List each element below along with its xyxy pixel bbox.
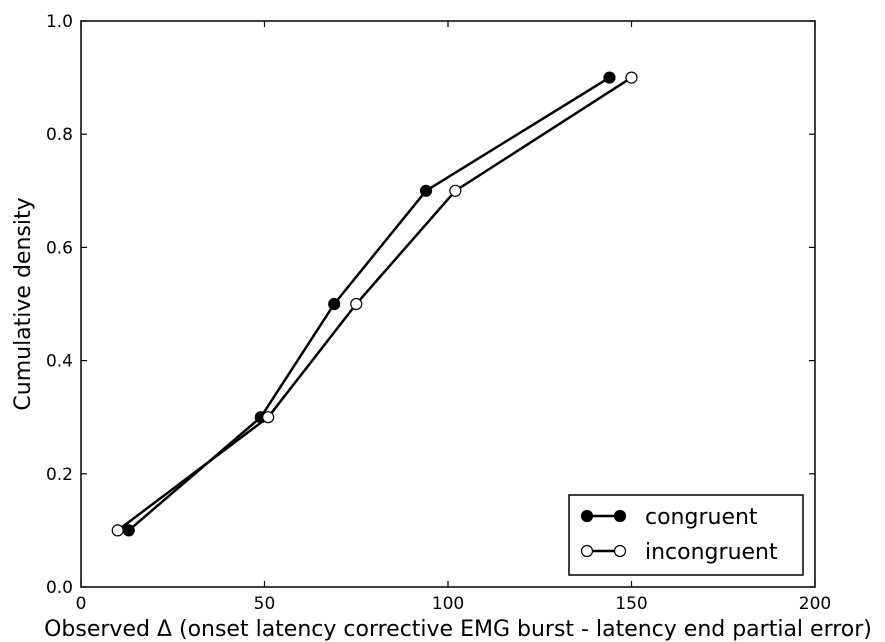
axis-ticks: 0 50 100 150 200 0.0 0.2 0.4 0.6 0.8 1.0: [46, 12, 831, 614]
y-tick-label: 0.6: [46, 238, 73, 258]
series-congruent: [122, 71, 616, 537]
x-tick-label: 0: [76, 594, 87, 614]
data-point-incongruent: [449, 184, 462, 197]
y-tick-label: 0.0: [46, 578, 73, 598]
data-point-incongruent: [111, 524, 124, 537]
legend-box: [568, 494, 804, 576]
data-point-incongruent: [350, 297, 363, 311]
data-point-incongruent: [625, 71, 638, 84]
data-point-incongruent: [262, 411, 275, 424]
y-tick-label: 0.2: [46, 465, 73, 485]
legend-entry-congruent: congruent: [580, 505, 758, 530]
data-point-congruent: [603, 71, 616, 84]
series-line-congruent: [127, 76, 611, 532]
y-tick-label: 0.8: [46, 125, 73, 145]
legend-entry-incongruent: incongruent: [580, 540, 778, 565]
x-tick-label: 150: [615, 594, 647, 614]
series-incongruent: [111, 71, 638, 537]
series-line-incongruent: [116, 76, 633, 532]
legend-label: congruent: [645, 505, 758, 530]
data-point-congruent: [328, 297, 341, 311]
y-tick-label: 0.4: [46, 352, 73, 372]
legend-marker: [580, 544, 594, 558]
legend-marker: [613, 544, 627, 558]
x-tick-label: 50: [254, 594, 276, 614]
legend-marker: [613, 509, 627, 523]
plot-area: [111, 71, 638, 537]
y-axis-label: Cumulative density: [11, 197, 36, 410]
y-tick-label: 1.0: [46, 12, 73, 32]
legend: congruent incongruent: [568, 494, 804, 576]
plot-frame: [80, 20, 816, 588]
x-tick-label: 200: [799, 594, 831, 614]
x-axis-label: Observed Δ (onset latency corrective EMG…: [44, 617, 872, 642]
legend-label: incongruent: [645, 540, 778, 565]
data-point-congruent: [419, 184, 433, 197]
x-tick-label: 100: [432, 594, 464, 614]
legend-marker: [580, 509, 594, 523]
